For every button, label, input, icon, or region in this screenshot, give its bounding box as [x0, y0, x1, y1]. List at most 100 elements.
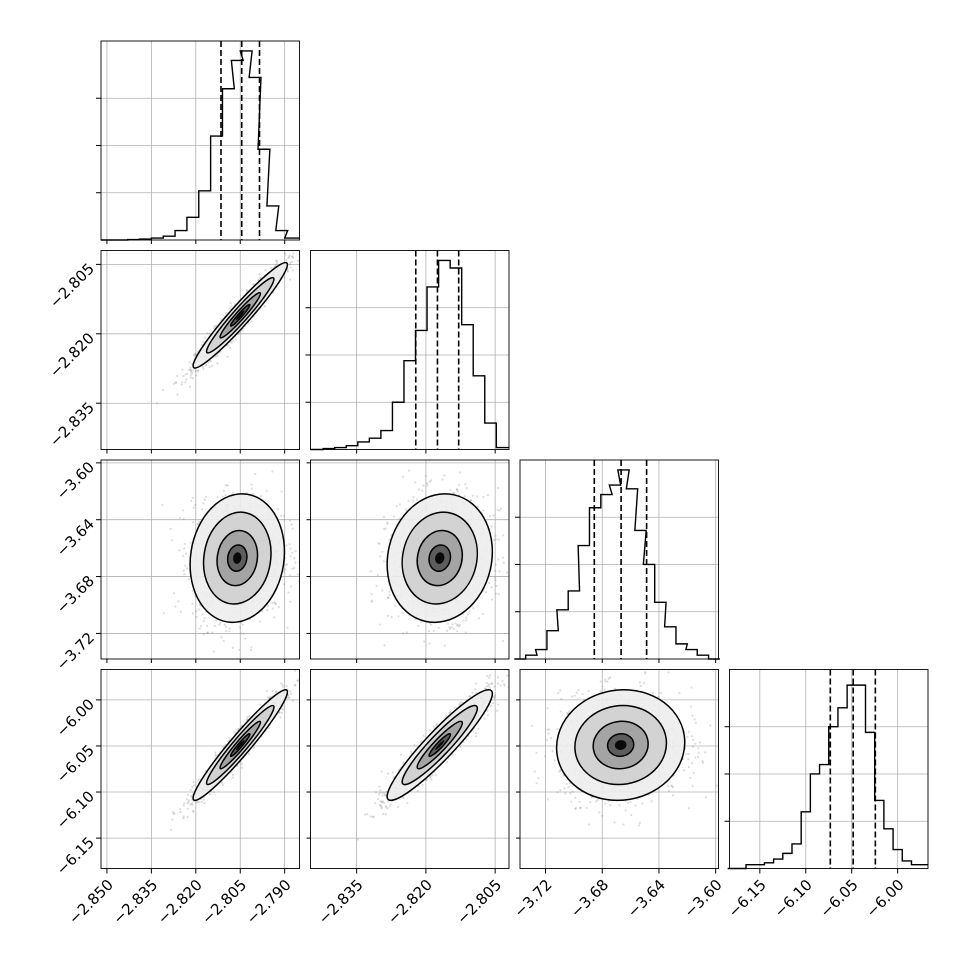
panel-frame [729, 669, 929, 869]
scatter-point [189, 803, 192, 806]
scatter-point [486, 493, 490, 497]
scatter-point [271, 470, 274, 473]
scatter-point [220, 636, 223, 639]
scatter-point [415, 498, 419, 501]
scatter-point [201, 365, 204, 369]
scatter-point [318, 653, 320, 655]
scatter-point [216, 362, 219, 365]
scatter-point [190, 499, 193, 503]
scatter-point [496, 508, 499, 512]
scatter-point [178, 516, 182, 520]
scatter-point [452, 491, 455, 495]
scatter-point [180, 383, 183, 386]
scatter-point [420, 620, 423, 623]
scatter-point [291, 256, 295, 260]
panel-inner [101, 653, 320, 869]
scatter-point [291, 551, 294, 554]
scatter-point [383, 644, 386, 647]
density-level-4 [233, 552, 242, 564]
scatter-point [370, 593, 373, 596]
scatter-point [381, 589, 384, 592]
scatter-point [202, 502, 205, 505]
scatter-point [252, 283, 255, 286]
scatter-point [181, 554, 185, 558]
scatter-point [407, 500, 410, 503]
scatter-point [449, 489, 452, 492]
scatter-point [297, 244, 299, 246]
scatter-point [453, 491, 456, 494]
scatter-point [225, 311, 228, 315]
scatter-point [423, 640, 426, 643]
scatter-point [384, 527, 387, 530]
scatter-point [245, 289, 249, 292]
scatter-point [458, 624, 461, 628]
scatter-point [471, 494, 474, 497]
scatter-point [236, 764, 239, 768]
scatter-point [271, 601, 274, 605]
scatter-point [258, 620, 262, 623]
scatter-point [285, 544, 288, 547]
scatter-point [490, 525, 493, 528]
scatter-point [241, 623, 244, 626]
scatter-point [205, 624, 209, 627]
scatter-point [191, 589, 194, 592]
scatter-point [195, 615, 198, 619]
scatter-point [251, 492, 254, 496]
scatter-point [502, 561, 505, 564]
scatter-point [432, 629, 435, 633]
scatter-point [476, 495, 479, 498]
scatter-point [246, 715, 249, 719]
scatter-point [216, 354, 219, 357]
scatter-point [187, 578, 190, 581]
histogram-step-2 [514, 469, 720, 660]
scatter-point [294, 561, 297, 564]
scatter-point [192, 780, 195, 784]
scatter-point [162, 612, 165, 615]
scatter-point [289, 555, 292, 558]
scatter-point [454, 622, 457, 625]
scatter-point [190, 794, 193, 798]
scatter-point [456, 630, 459, 633]
scatter-point [404, 508, 408, 511]
scatter-point [277, 606, 280, 609]
scatter-point [501, 556, 505, 559]
scatter-point [232, 730, 236, 733]
scatter-point [275, 262, 279, 265]
scatter-point [276, 260, 279, 263]
scatter-point [201, 613, 204, 616]
scatter-point [247, 753, 251, 756]
scatter-point [187, 368, 191, 371]
scatter-point [192, 506, 195, 509]
scatter-point [476, 505, 479, 508]
scatter-point [477, 617, 480, 620]
hist-panel-2 [514, 459, 720, 660]
scatter-point [278, 711, 281, 714]
scatter-point [279, 514, 283, 517]
scatter-point [494, 576, 497, 579]
scatter-point [401, 611, 404, 614]
scatter-point [194, 370, 198, 373]
scatter-point [224, 484, 228, 487]
scatter-point [448, 626, 451, 629]
scatter-point [386, 614, 390, 618]
scatter-point [499, 507, 503, 511]
scatter-point [273, 616, 276, 619]
scatter-point [189, 368, 192, 371]
contour-1 [401, 511, 479, 605]
scatter-point [181, 509, 185, 512]
scatter-point [194, 609, 198, 613]
scatter-point [231, 646, 234, 649]
panel-inner [310, 460, 509, 659]
scatter-point [382, 515, 386, 519]
scatter-point [305, 247, 307, 249]
scatter-point [288, 278, 292, 281]
scatter-point [194, 352, 197, 355]
scatter-point [229, 301, 232, 305]
scatter-point [405, 631, 408, 634]
scatter-point [266, 609, 269, 612]
scatter-point [421, 489, 424, 492]
scatter-point [184, 373, 187, 376]
scatter-point [309, 234, 311, 236]
scatter-point [472, 607, 475, 610]
scatter-point [273, 601, 276, 604]
